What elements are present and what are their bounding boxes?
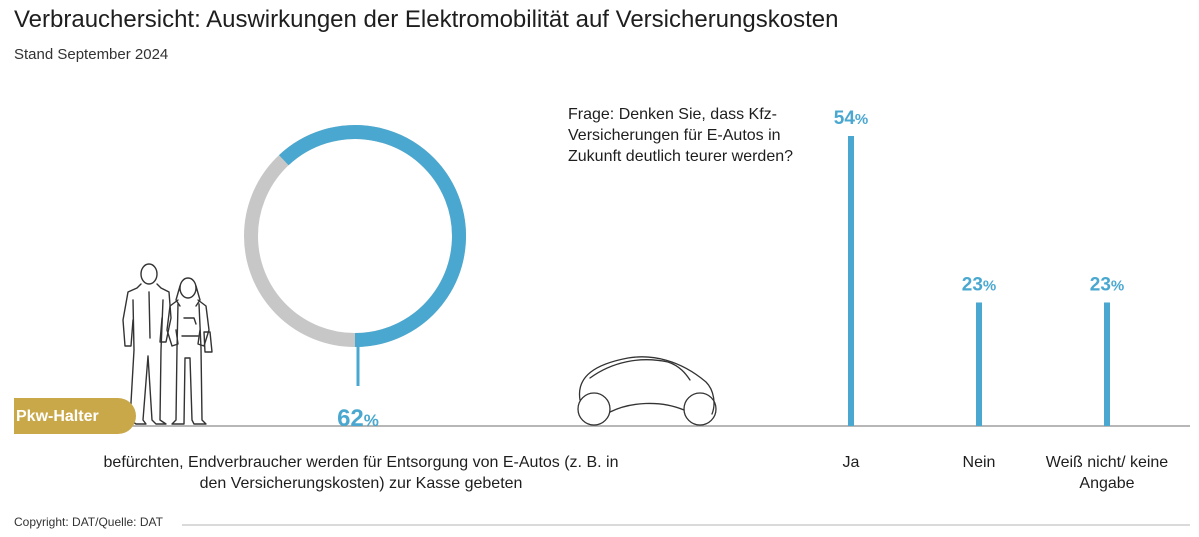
donut-chart <box>244 125 466 386</box>
copyright-note: Copyright: DAT/Quelle: DAT <box>14 515 163 529</box>
bar-2 <box>976 302 982 426</box>
donut-description: befürchten, Endverbraucher werden für En… <box>103 454 619 492</box>
bar-value-label: 23% <box>1090 274 1124 295</box>
category-label: Weiß nicht/ keine Angabe <box>1045 454 1169 492</box>
chart-subtitle: Stand September 2024 <box>14 46 169 63</box>
donut-value-label: 62% <box>337 405 379 432</box>
chart-title: Verbrauchersicht: Auswirkungen der Elekt… <box>14 6 839 33</box>
car-illustration <box>577 356 717 426</box>
bar-1 <box>848 136 854 426</box>
pkw-halter-badge <box>14 398 136 434</box>
donut-value-arc <box>279 125 466 347</box>
bar-series: 54% 23% 23% <box>834 108 1124 426</box>
category-label: Ja <box>842 454 860 471</box>
survey-question: Frage: Denken Sie, dass Kfz-Versicherung… <box>568 106 794 165</box>
bar-value-label: 54% <box>834 108 868 129</box>
donut-value-number: 62 <box>337 405 364 432</box>
bar-value-label: 23% <box>962 274 996 295</box>
bar-3 <box>1104 302 1110 426</box>
pkw-halter-label: Pkw-Halter <box>16 408 99 425</box>
people-illustration <box>122 263 213 425</box>
donut-value-unit: % <box>364 411 379 430</box>
category-label: Nein <box>962 454 996 471</box>
